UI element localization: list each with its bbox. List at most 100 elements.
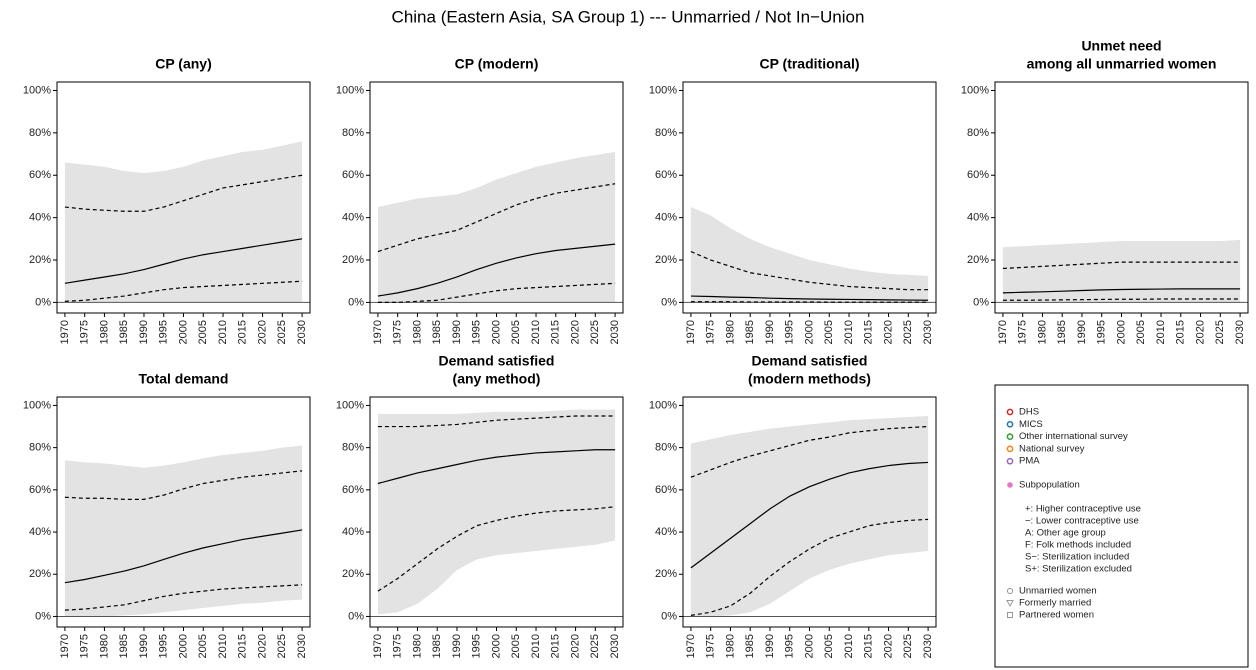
x-tick-label: 2015 [1175,320,1187,344]
y-tick-label: 20% [342,254,364,266]
x-tick-label: 2020 [569,634,581,658]
x-tick-label: 2000 [803,320,815,344]
legend-note: S−: Sterilization included [1025,552,1129,563]
x-tick-label: 2005 [510,634,522,658]
x-tick-label: 1980 [411,634,423,658]
x-tick-label: 1990 [1076,320,1088,344]
y-tick-label: 60% [29,169,51,181]
x-tick-label: 2020 [882,634,894,658]
interval-line [377,282,616,304]
legend-label: Other international survey [1019,431,1128,442]
y-tick-label: 40% [29,212,51,224]
legend-frame [994,384,1249,668]
x-tick-label: 2000 [1115,320,1127,344]
x-tick-label: 2025 [276,320,288,344]
y-tick-label: 20% [29,568,51,580]
legend-shape [1006,600,1014,608]
uncertainty-band [690,207,929,303]
interval-line [690,250,929,291]
x-tick-label: 2000 [490,634,502,658]
x-tick-label: 1990 [764,634,776,658]
x-tick-label: 1980 [98,634,110,658]
x-tick-label: 2000 [490,320,502,344]
y-tick-label: 40% [655,526,677,538]
y-tick-label: 60% [967,169,989,181]
legend-label: National survey [1019,443,1085,454]
x-tick-label: 2000 [177,634,189,658]
x-tick-label: 2000 [803,634,815,658]
x-tick-label: 1995 [1096,320,1108,344]
y-tick-label: 0% [348,610,364,622]
x-tick-label: 2030 [1234,320,1246,344]
x-tick-label: 2015 [550,634,562,658]
y-tick-label: 0% [973,296,989,308]
panel-title: CP (any) [155,56,212,72]
legend-shape [1006,587,1014,595]
panel-title: Demand satisfied [439,353,555,369]
median-line [690,461,929,569]
panel-title: (modern methods) [748,371,871,387]
median-line [377,449,616,485]
y-tick-label: 100% [649,84,677,96]
median-line [690,295,929,301]
panel-title: CP (modern) [455,56,539,72]
y-tick-label: 0% [35,296,51,308]
x-tick-label: 2010 [1155,320,1167,344]
x-tick-label: 1995 [158,320,170,344]
x-tick-label: 1970 [685,634,697,658]
x-tick-label: 2020 [256,320,268,344]
legend-label: Unmarried women [1019,586,1097,597]
y-tick-label: 60% [655,484,677,496]
y-tick-label: 80% [655,127,677,139]
legend-note: S+: Sterilization excluded [1025,564,1132,575]
x-tick-label: 1975 [1017,320,1029,344]
y-tick-label: 20% [655,254,677,266]
panel-title: Demand satisfied [752,353,868,369]
legend-label: Formerly married [1019,598,1091,609]
x-tick-label: 2005 [197,634,209,658]
y-tick-label: 80% [29,127,51,139]
x-tick-label: 2025 [589,320,601,344]
legend-label: PMA [1019,456,1040,467]
uncertainty-band [377,151,616,303]
x-tick-label: 1995 [471,320,483,344]
x-tick-label: 1970 [997,320,1009,344]
x-tick-label: 1995 [158,634,170,658]
y-tick-label: 80% [655,442,677,454]
y-tick-label: 100% [336,84,364,96]
legend-marker [1006,445,1014,453]
legend-marker [1006,457,1014,465]
x-tick-label: 1985 [744,320,756,344]
x-tick-label: 2015 [863,634,875,658]
panel-title: (any method) [453,371,541,387]
uncertainty-band [1002,239,1241,303]
interval-line [64,280,303,302]
y-tick-label: 60% [342,169,364,181]
x-tick-label: 1990 [138,320,150,344]
x-tick-label: 1990 [138,634,150,658]
x-tick-label: 1975 [392,634,404,658]
x-tick-label: 1985 [431,320,443,344]
y-tick-label: 60% [342,484,364,496]
x-tick-label: 2025 [1214,320,1226,344]
x-tick-label: 1985 [1056,320,1068,344]
x-tick-label: 1975 [392,320,404,344]
x-tick-label: 2015 [863,320,875,344]
x-tick-label: 1975 [79,634,91,658]
y-tick-label: 100% [336,399,364,411]
legend-label: DHS [1019,407,1039,418]
y-tick-label: 100% [23,399,51,411]
y-tick-label: 60% [655,169,677,181]
y-tick-label: 40% [342,526,364,538]
x-tick-label: 2010 [530,320,542,344]
interval-line [1002,261,1241,270]
interval-line [690,425,929,478]
legend-marker [1006,433,1014,440]
legend-marker [1007,482,1013,488]
x-tick-label: 2005 [197,320,209,344]
panel-title: CP (traditional) [759,56,859,72]
x-tick-label: 2030 [609,634,621,658]
x-tick-label: 1980 [1036,320,1048,344]
interval-line [64,584,303,611]
